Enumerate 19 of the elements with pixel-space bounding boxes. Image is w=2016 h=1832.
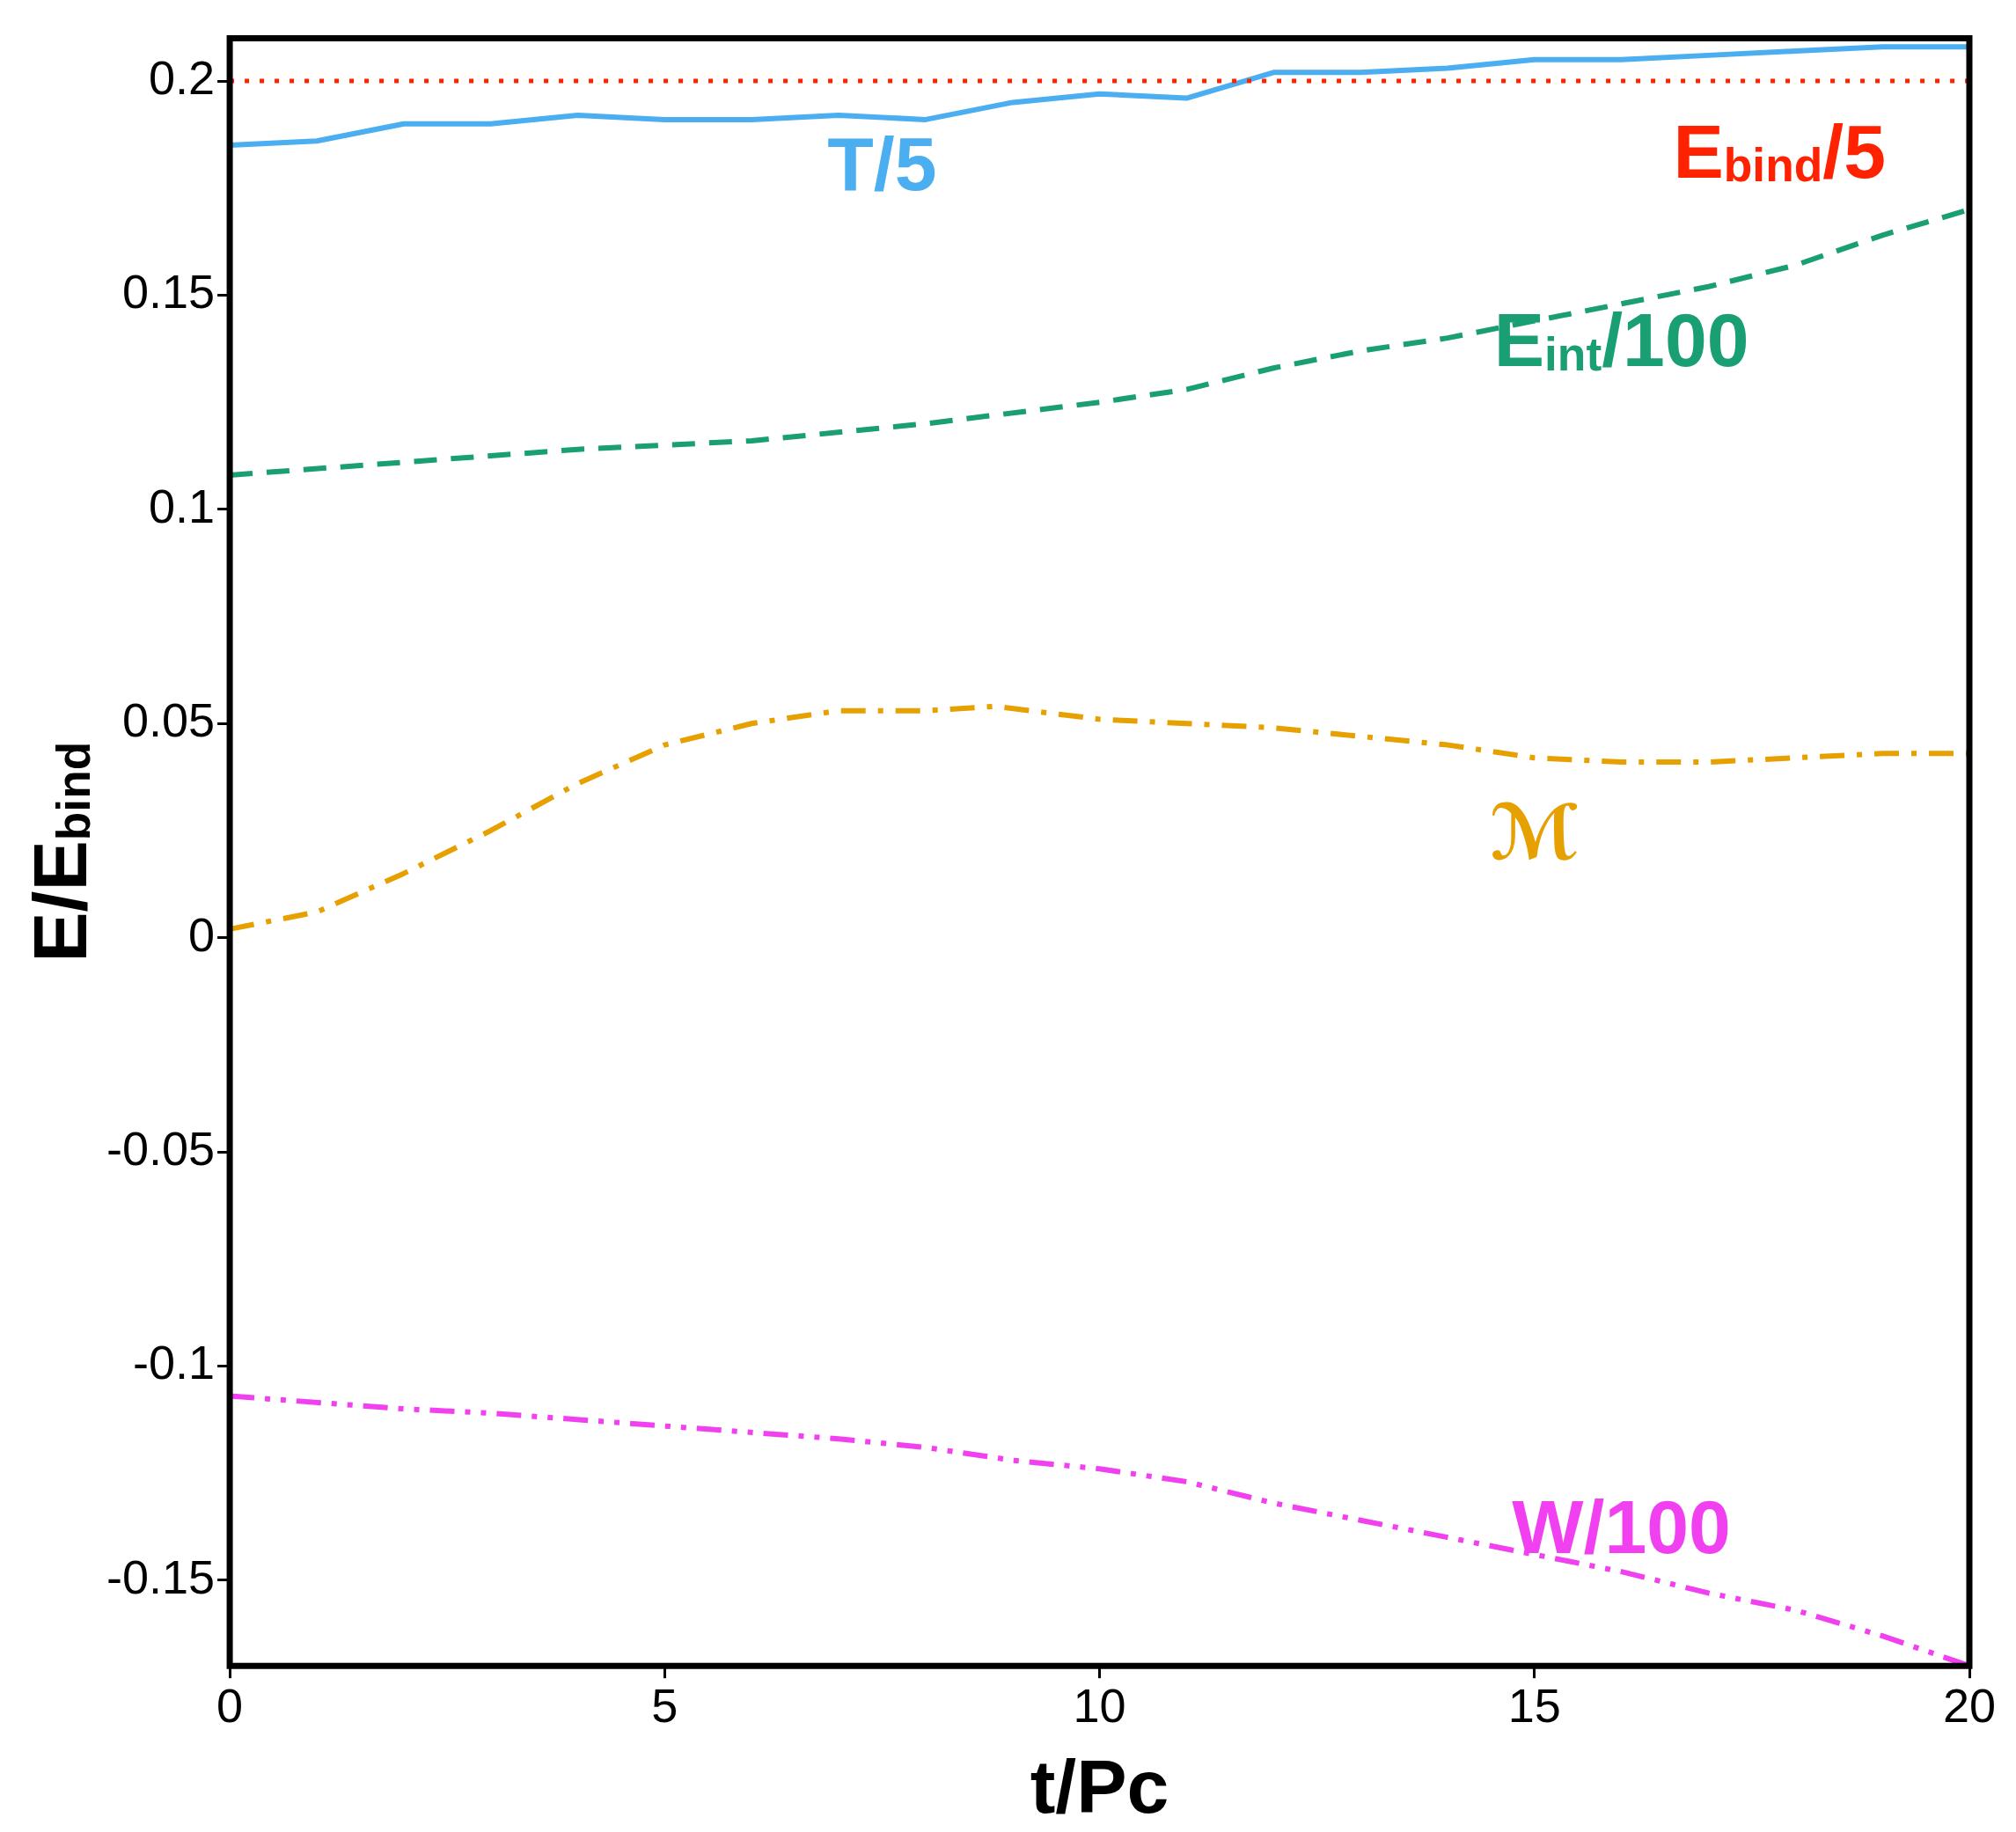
series-label: W/100 [1512, 1484, 1731, 1570]
y-tick-label: 0.1 [149, 479, 216, 532]
y-tick-label: -0.05 [106, 1121, 216, 1175]
series-label: T/5 [827, 121, 937, 206]
y-tick-label: -0.1 [133, 1336, 216, 1389]
y-tick-label: -0.15 [106, 1550, 216, 1603]
y-tick-label: 0.2 [149, 50, 216, 104]
y-axis-title: E/Ebind [18, 741, 102, 963]
x-tick-label: 10 [1073, 1679, 1126, 1733]
x-tick-label: 15 [1507, 1679, 1561, 1733]
y-tick-label: 0 [188, 907, 216, 961]
ref-line-label: Ebind/5 [1673, 109, 1887, 194]
series-label: Eint/100 [1493, 297, 1749, 383]
x-tick-label: 5 [651, 1679, 678, 1733]
y-tick-label: 0.15 [121, 265, 216, 319]
x-tick-label: 20 [1942, 1679, 1997, 1733]
y-tick-label: 0.05 [121, 693, 216, 747]
x-axis-title: t/Pc [1030, 1744, 1169, 1828]
series-label: ℳ [1489, 790, 1580, 876]
